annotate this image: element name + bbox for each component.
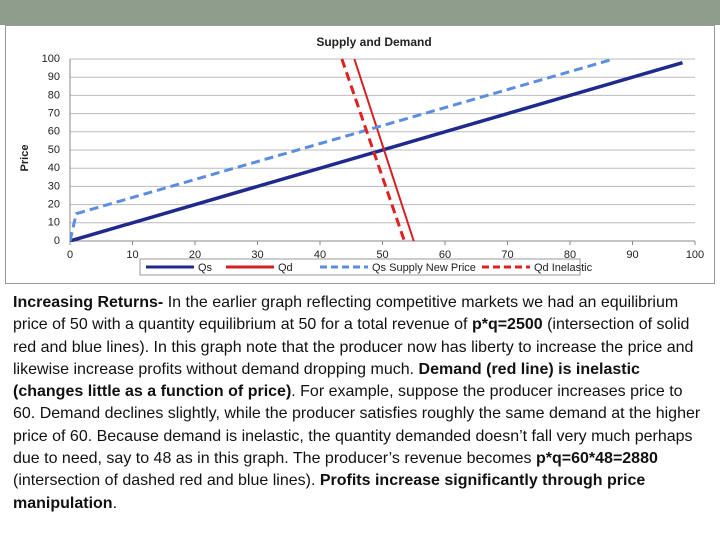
x-tick-label: 40 (314, 249, 326, 261)
bold-text: p*q=60*48=2880 (536, 450, 658, 468)
legend-label: Qs Supply New Price (372, 262, 476, 274)
x-tick-label: 30 (251, 249, 263, 261)
x-tick-label: 70 (501, 249, 513, 261)
text-run: In the earlier graph reflecting competit… (13, 294, 679, 334)
slide-header-bar (0, 0, 720, 25)
y-tick-label: 10 (48, 217, 60, 229)
x-tick-label: 10 (126, 249, 138, 261)
bold-text: Demand (red line) is inelastic (changes … (13, 360, 640, 401)
series-line (70, 58, 615, 242)
x-tick-label: 0 (67, 249, 73, 261)
x-tick-label: 50 (376, 249, 388, 261)
legend-label: Qs (198, 262, 213, 274)
y-tick-label: 50 (48, 144, 60, 156)
chart: Supply and Demand Price 0 10 20 30 40 50 60 70 8… (19, 35, 704, 276)
series-line (340, 58, 406, 242)
x-tick-label: 90 (626, 249, 638, 261)
bold-text: Profits increase significantly through p… (13, 472, 646, 512)
series-line (70, 60, 683, 242)
y-tick-label: 0 (54, 235, 60, 247)
series-line (353, 58, 415, 242)
text-run: (intersection of solid red and blue line… (13, 316, 694, 378)
text-run: . For example, suppose the producer incr… (13, 383, 701, 468)
y-tick-label: 90 (48, 71, 60, 83)
x-tick-label: 100 (686, 249, 704, 261)
y-tick-label: 70 (48, 108, 60, 120)
y-tick-label: 20 (48, 199, 60, 211)
legend-label: Qd Inelastic (534, 262, 593, 274)
y-tick-label: 60 (48, 126, 60, 138)
y-tick-label: 80 (48, 89, 60, 101)
x-tick-label: 80 (564, 249, 576, 261)
y-tick-label: 30 (48, 180, 60, 192)
y-tick-label: 100 (42, 53, 60, 65)
y-tick-label: 40 (48, 162, 60, 174)
y-axis-label: Price (19, 145, 31, 172)
bold-text: p*q=2500 (471, 316, 543, 334)
chart-frame: Supply and Demand Price 0 10 20 30 40 50 60 70 8… (5, 25, 715, 284)
chart-title: Supply and Demand (316, 35, 431, 49)
bold-text: Increasing Returns- (13, 294, 164, 311)
text-run: (intersection of dashed red and blue lin… (13, 472, 320, 490)
x-tick-label: 20 (189, 249, 201, 261)
text-run: . (112, 494, 118, 512)
legend-label: Qd (278, 262, 293, 274)
x-tick-label: 60 (439, 249, 451, 261)
body-text: Increasing Returns- In the earlier graph… (13, 292, 708, 515)
